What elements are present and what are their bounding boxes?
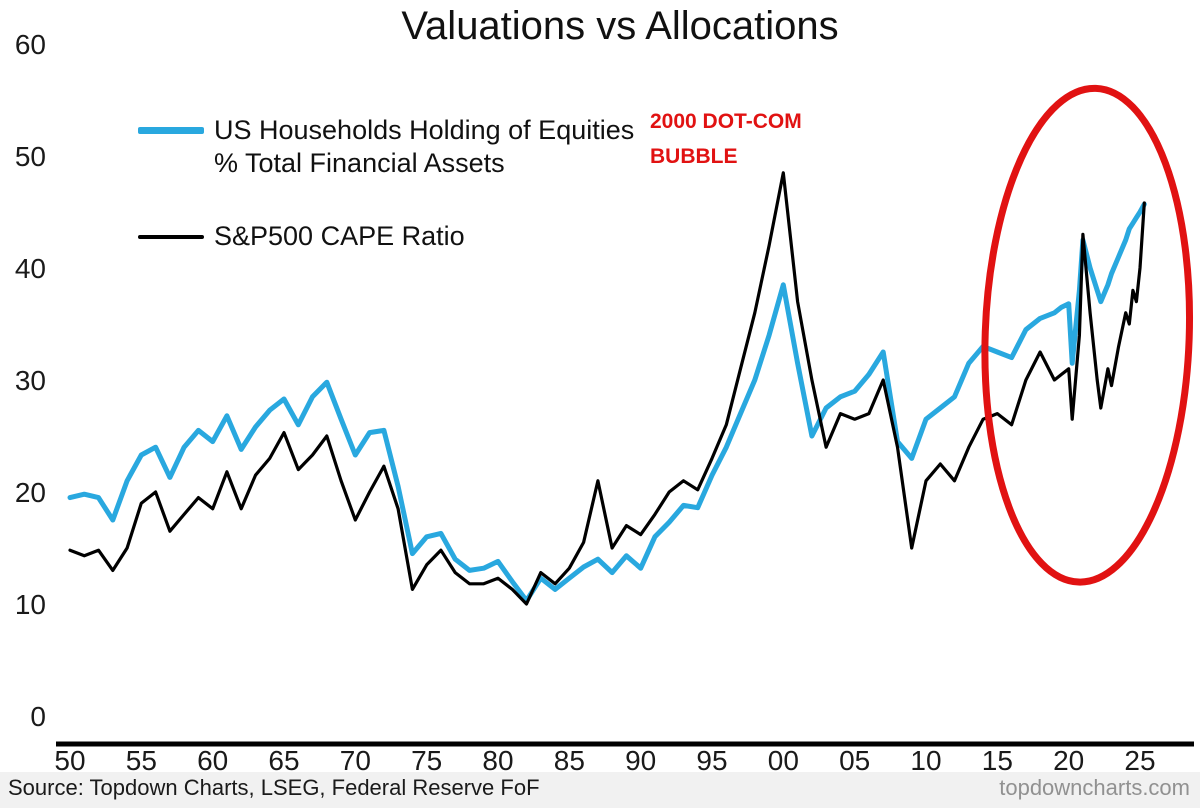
y-tick-label: 40 [15, 253, 46, 284]
x-tick-label: 75 [411, 745, 442, 776]
x-tick-label: 90 [625, 745, 656, 776]
cape-series-line [68, 171, 1146, 606]
legend-label-households-line2: % Total Financial Assets [214, 148, 505, 178]
cape-line-swatch [138, 235, 204, 239]
x-tick-label: 05 [839, 745, 870, 776]
source-text: Source: Topdown Charts, LSEG, Federal Re… [8, 775, 540, 800]
x-tick-label: 80 [482, 745, 513, 776]
legend-label-households-line1: US Households Holding of Equities [214, 115, 635, 145]
x-tick-label: 55 [126, 745, 157, 776]
x-tick-label: 65 [268, 745, 299, 776]
y-tick-label: 0 [30, 701, 46, 732]
legend-item-cape: S&P500 CAPE Ratio [138, 220, 634, 253]
chart-title: Valuations vs Allocations [401, 4, 839, 48]
x-tick-label: 85 [554, 745, 585, 776]
x-tick-label: 60 [197, 745, 228, 776]
watermark: topdowncharts.com [999, 775, 1190, 800]
legend-label-households: US Households Holding of Equities % Tota… [214, 114, 634, 180]
households-series-line [67, 201, 1147, 604]
x-tick-label: 25 [1124, 745, 1155, 776]
x-tick-label: 00 [768, 745, 799, 776]
y-tick-label: 60 [15, 29, 46, 60]
x-tick-label: 20 [1053, 745, 1084, 776]
dotcom-bubble-annotation: 2000 DOT-COM BUBBLE [650, 104, 802, 174]
footer-band [0, 772, 1200, 808]
legend-item-households: US Households Holding of Equities % Tota… [138, 114, 634, 180]
y-tick-label: 20 [15, 477, 46, 508]
x-tick-label: 10 [910, 745, 941, 776]
x-tick-label: 95 [696, 745, 727, 776]
y-tick-label: 30 [15, 365, 46, 396]
highlight-ellipse [981, 84, 1194, 586]
x-tick-label: 15 [982, 745, 1013, 776]
legend-label-cape: S&P500 CAPE Ratio [214, 221, 465, 251]
households-line-swatch [138, 127, 204, 134]
y-tick-label: 10 [15, 589, 46, 620]
dotcom-bubble-annotation-line1: 2000 DOT-COM [650, 110, 802, 133]
dotcom-bubble-annotation-line2: BUBBLE [650, 145, 738, 168]
y-tick-label: 50 [15, 141, 46, 172]
x-tick-label: 70 [340, 745, 371, 776]
x-tick-label: 50 [54, 745, 85, 776]
legend: US Households Holding of Equities % Tota… [138, 114, 634, 293]
